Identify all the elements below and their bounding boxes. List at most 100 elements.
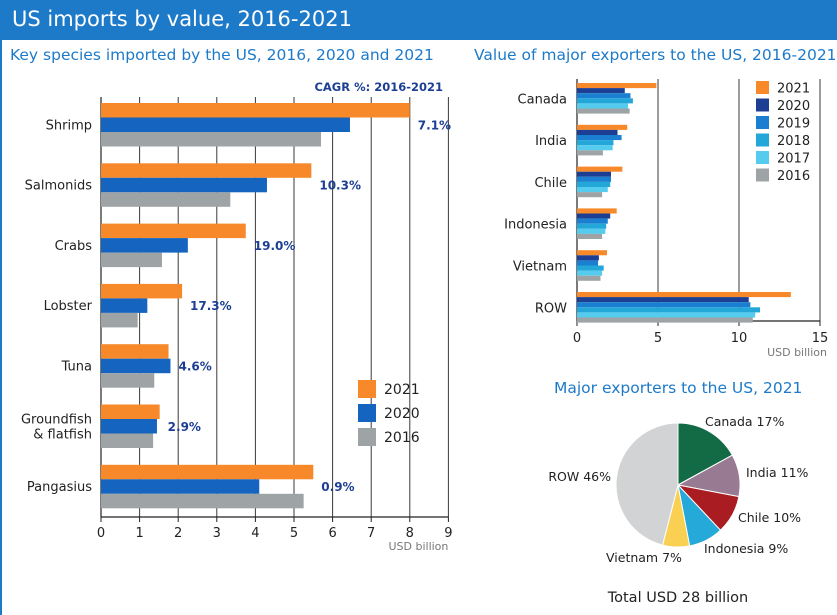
- x-tick-label-species: 0: [97, 526, 105, 541]
- pie-label: India 11%: [746, 465, 809, 480]
- bar-species-2016: [101, 312, 138, 328]
- x-tick-label-exporters: 5: [654, 331, 662, 346]
- cagr-label: 7.1%: [418, 118, 451, 132]
- category-label-exporters: India: [535, 134, 567, 149]
- bar-exporters-2021: [577, 124, 628, 130]
- x-tick-label-exporters: 0: [573, 331, 581, 346]
- legend-label-species: 2021: [384, 382, 420, 398]
- legend-label-species: 2016: [384, 430, 420, 446]
- bar-exporters-2017: [577, 270, 603, 276]
- bar-exporters-2018: [577, 181, 611, 187]
- bar-species-2021: [101, 283, 183, 299]
- legend-label-exporters: 2016: [777, 169, 810, 184]
- bar-exporters-2021: [577, 292, 791, 298]
- bar-species-2021: [101, 464, 314, 480]
- bar-exporters-2018: [577, 307, 761, 313]
- bar-exporters-2016: [577, 317, 753, 323]
- pie-slice: [677, 422, 734, 486]
- legend-label-exporters: 2018: [777, 134, 810, 149]
- bar-exporters-2019: [577, 176, 612, 182]
- legend-swatch-species: [358, 380, 376, 398]
- pie-slice: [615, 422, 679, 546]
- x-tick-label-species: 6: [328, 526, 336, 541]
- x-tick-label-species: 9: [444, 526, 452, 541]
- x-axis-label-species: USD billion: [388, 540, 448, 553]
- header-bar: US imports by value, 2016-2021: [0, 0, 837, 40]
- bar-exporters-2017: [577, 103, 629, 109]
- bar-exporters-2019: [577, 260, 599, 266]
- bar-exporters-2017: [577, 145, 613, 151]
- bar-species-2020: [101, 358, 171, 374]
- exporters-chart-title: Value of major exporters to the US, 2016…: [474, 46, 837, 64]
- bar-exporters-2018: [577, 98, 633, 104]
- bar-exporters-2020: [577, 297, 749, 303]
- page-title: US imports by value, 2016-2021: [12, 7, 352, 31]
- bar-species-2020: [101, 177, 267, 193]
- bar-exporters-2020: [577, 255, 599, 261]
- bar-exporters-2016: [577, 275, 601, 281]
- x-tick-label-species: 2: [174, 526, 182, 541]
- category-label-exporters: Chile: [534, 176, 567, 191]
- x-tick-label-species: 7: [367, 526, 375, 541]
- bar-species-2020: [101, 298, 148, 313]
- bar-species-2016: [101, 192, 231, 207]
- legend-swatch-exporters: [756, 168, 769, 182]
- cagr-title: CAGR %: 2016-2021: [314, 80, 443, 94]
- legend-label-exporters: 2020: [777, 99, 810, 114]
- bar-species-2021: [101, 344, 169, 359]
- bar-exporters-2018: [577, 140, 614, 146]
- x-axis-label-exporters: USD billion: [767, 346, 827, 359]
- legend-swatch-species: [358, 404, 376, 422]
- bar-exporters-2020: [577, 129, 618, 135]
- bar-exporters-2021: [577, 166, 623, 172]
- pie-label: Vietnam 7%: [606, 550, 682, 565]
- bar-exporters-2019: [577, 302, 751, 308]
- x-tick-label-exporters: 15: [812, 331, 829, 346]
- bar-species-2020: [101, 117, 350, 132]
- bar-exporters-2016: [577, 233, 603, 239]
- category-label-exporters: ROW: [535, 301, 567, 316]
- bar-exporters-2016: [577, 150, 603, 156]
- bar-exporters-2020: [577, 171, 612, 177]
- cagr-label: 17.3%: [190, 299, 232, 313]
- bar-exporters-2018: [577, 265, 604, 271]
- bar-species-2020: [101, 419, 157, 434]
- x-tick-label-species: 5: [290, 526, 298, 541]
- pie-chart-title: Major exporters to the US, 2021: [554, 379, 803, 397]
- bar-exporters-2016: [577, 108, 630, 114]
- x-tick-label-species: 4: [251, 526, 259, 541]
- category-label-species: Tuna: [61, 359, 92, 374]
- legend-swatch-exporters: [756, 81, 769, 94]
- category-label-species: Crabs: [55, 239, 93, 254]
- x-tick-label-exporters: 10: [731, 331, 748, 346]
- category-label-exporters: Canada: [518, 92, 567, 107]
- x-tick-label-species: 1: [135, 526, 143, 541]
- bar-species-2016: [101, 373, 155, 388]
- category-label-species: Salmonids: [25, 179, 93, 194]
- bar-species-2021: [101, 163, 312, 178]
- legend-swatch-exporters: [756, 151, 769, 164]
- bar-exporters-2017: [577, 312, 756, 318]
- bar-exporters-2016: [577, 192, 603, 198]
- species-chart-title: Key species imported by the US, 2016, 20…: [10, 46, 434, 64]
- bar-exporters-2018: [577, 223, 607, 229]
- left-border: [0, 40, 2, 615]
- bar-exporters-2020: [577, 88, 625, 94]
- bar-exporters-2017: [577, 187, 608, 193]
- legend-label-species: 2020: [384, 406, 420, 422]
- pie-footer: Total USD 28 billion: [607, 590, 749, 606]
- bar-species-2016: [101, 493, 304, 509]
- x-tick-label-species: 8: [406, 526, 414, 541]
- bar-species-2021: [101, 103, 410, 118]
- bar-exporters-2019: [577, 93, 631, 99]
- category-label-species: Pangasius: [27, 480, 92, 495]
- cagr-label: 2.9%: [168, 420, 201, 434]
- legend-swatch-species: [358, 428, 376, 446]
- bar-species-2021: [101, 404, 160, 419]
- category-label-species: Shrimp: [46, 118, 92, 133]
- legend-swatch-exporters: [756, 116, 769, 129]
- pie-label: Canada 17%: [705, 414, 784, 429]
- category-label-exporters: Vietnam: [513, 260, 567, 275]
- bar-species-2020: [101, 479, 260, 494]
